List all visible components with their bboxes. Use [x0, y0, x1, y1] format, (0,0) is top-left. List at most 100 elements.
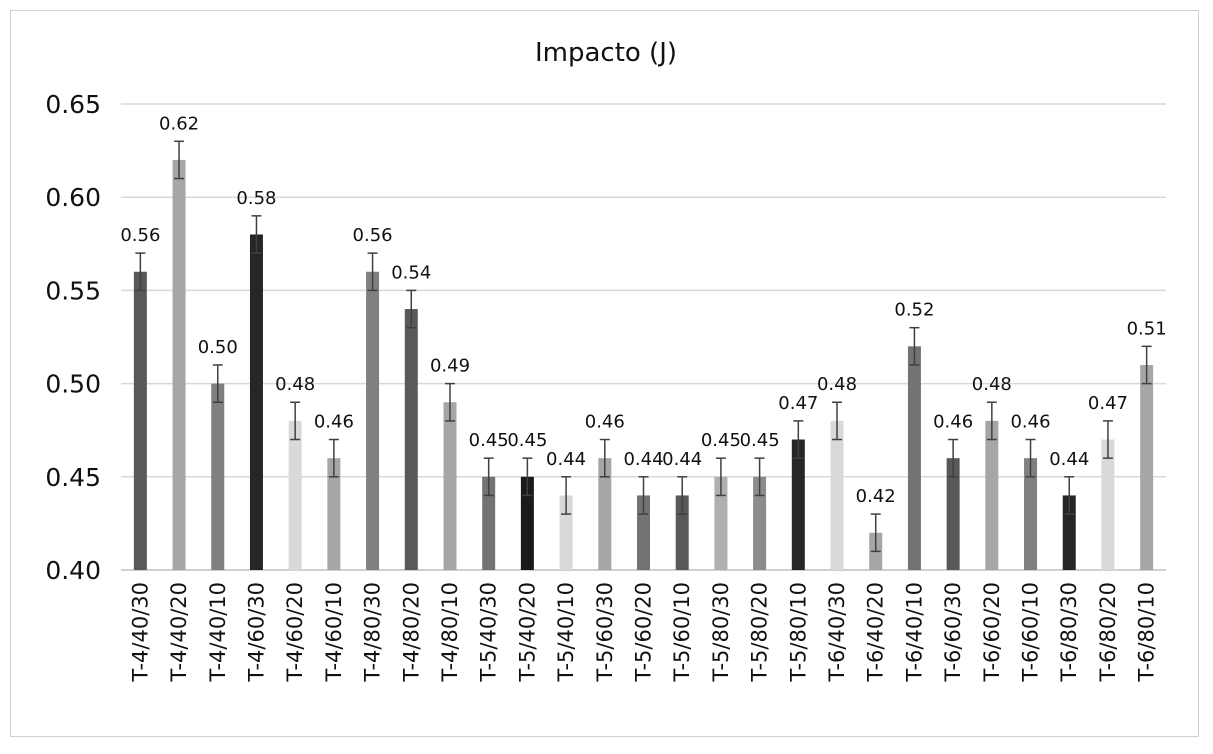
y-tick-label: 0.45 — [45, 463, 101, 492]
x-tick-label: T-6/40/10 — [902, 582, 926, 682]
data-label: 0.46 — [314, 412, 354, 433]
x-tick-label: T-5/60/20 — [632, 582, 656, 682]
bar — [1140, 364, 1154, 570]
x-tick-label: T-6/80/10 — [1135, 582, 1159, 682]
data-label: 0.51 — [1127, 318, 1167, 339]
error-bar — [832, 401, 843, 441]
bar — [520, 476, 534, 570]
error-bar — [406, 289, 417, 329]
y-axis-ticks: 0.40 0.45 0.50 0.55 0.60 0.65 — [45, 90, 101, 585]
x-tick-label: T-5/60/30 — [593, 582, 617, 682]
error-bar — [212, 364, 223, 403]
error-bar — [1102, 420, 1113, 459]
x-tick-label: T-4/80/10 — [438, 582, 462, 682]
x-tick-label: T-5/80/30 — [709, 582, 733, 682]
x-tick-label: T-4/60/30 — [244, 582, 268, 682]
data-label: 0.48 — [817, 374, 857, 395]
data-label: 0.56 — [120, 225, 160, 246]
bar — [133, 271, 147, 570]
error-bar — [290, 401, 301, 441]
x-tick-label: T-5/40/10 — [554, 582, 578, 682]
error-bars — [135, 140, 1152, 553]
error-bar — [948, 438, 959, 478]
x-tick-label: T-6/60/30 — [941, 582, 965, 682]
bar — [1024, 458, 1038, 570]
error-bar — [754, 457, 765, 497]
error-bar — [522, 457, 533, 497]
bars — [133, 159, 1154, 571]
data-label: 0.48 — [275, 374, 315, 395]
chart-svg: Impacto (J) 0.40 0.45 0.50 0.55 0.60 0.65 0.5… — [45, 38, 1166, 682]
data-label: 0.42 — [856, 486, 896, 507]
error-bar — [986, 401, 997, 441]
bar — [1101, 439, 1115, 570]
error-bar — [638, 476, 649, 515]
y-tick-label: 0.65 — [45, 90, 101, 119]
bar — [327, 458, 341, 570]
x-tick-label: T-6/60/20 — [980, 582, 1004, 682]
data-label: 0.47 — [1088, 393, 1128, 414]
bar — [830, 420, 844, 570]
x-tick-label: T-5/60/10 — [670, 582, 694, 682]
bar — [946, 458, 960, 570]
x-tick-label: T-5/40/20 — [515, 582, 539, 682]
data-label: 0.45 — [507, 430, 547, 451]
data-label: 0.54 — [391, 262, 431, 283]
x-tick-label: T-5/80/20 — [748, 582, 772, 682]
error-bar — [1025, 438, 1036, 478]
data-label: 0.44 — [623, 449, 663, 470]
bar — [791, 439, 805, 570]
x-tick-label: T-4/40/30 — [128, 582, 152, 682]
chart-frame: Impacto (J) 0.40 0.45 0.50 0.55 0.60 0.65 0.5… — [10, 10, 1199, 737]
error-bar — [909, 326, 920, 366]
x-tick-label: T-4/60/20 — [283, 582, 307, 682]
bar — [482, 476, 496, 570]
x-tick-label: T-6/40/20 — [864, 582, 888, 682]
chart-title: Impacto (J) — [535, 38, 677, 68]
error-bar — [715, 457, 726, 497]
data-label: 0.49 — [430, 356, 470, 377]
error-bar — [561, 476, 572, 515]
bar — [366, 271, 380, 570]
data-label: 0.46 — [1010, 412, 1050, 433]
data-label: 0.48 — [972, 374, 1012, 395]
bar — [404, 309, 418, 570]
data-label: 0.45 — [701, 430, 741, 451]
x-tick-label: T-6/40/30 — [825, 582, 849, 682]
x-tick-label: T-4/80/30 — [361, 582, 385, 682]
bar — [249, 234, 263, 571]
x-tick-label: T-6/80/20 — [1096, 582, 1120, 682]
error-bar — [677, 476, 688, 515]
error-bar — [599, 438, 610, 478]
data-labels: 0.56 0.62 0.50 0.58 0.48 0.46 0.56 0.54 0.49 0.45… — [120, 113, 1166, 507]
error-bar — [444, 382, 455, 422]
data-label: 0.52 — [894, 300, 934, 321]
error-bar — [793, 420, 804, 459]
x-tick-label: T-4/40/20 — [167, 582, 191, 682]
bar — [985, 420, 999, 570]
data-label: 0.46 — [933, 412, 973, 433]
error-bar — [135, 252, 146, 292]
data-label: 0.58 — [236, 188, 276, 209]
bar — [211, 383, 225, 570]
y-tick-label: 0.55 — [45, 276, 101, 305]
error-bar — [367, 252, 378, 292]
x-tick-label: T-6/80/30 — [1057, 582, 1081, 682]
data-label: 0.47 — [778, 393, 818, 414]
bar — [714, 476, 728, 570]
bar — [288, 420, 302, 570]
bar — [907, 346, 921, 570]
error-bar — [1141, 345, 1152, 385]
data-label: 0.56 — [353, 225, 393, 246]
x-tick-label: T-5/40/30 — [477, 582, 501, 682]
error-bar — [483, 457, 494, 497]
bar — [172, 159, 186, 571]
x-tick-label: T-4/40/10 — [206, 582, 230, 682]
x-tick-label: T-6/60/10 — [1019, 582, 1043, 682]
x-tick-label: T-5/80/10 — [786, 582, 810, 682]
data-label: 0.44 — [546, 449, 586, 470]
x-tick-label: T-4/80/20 — [399, 582, 423, 682]
data-label: 0.50 — [198, 337, 238, 358]
error-bar — [251, 215, 262, 254]
error-bar — [328, 438, 339, 478]
